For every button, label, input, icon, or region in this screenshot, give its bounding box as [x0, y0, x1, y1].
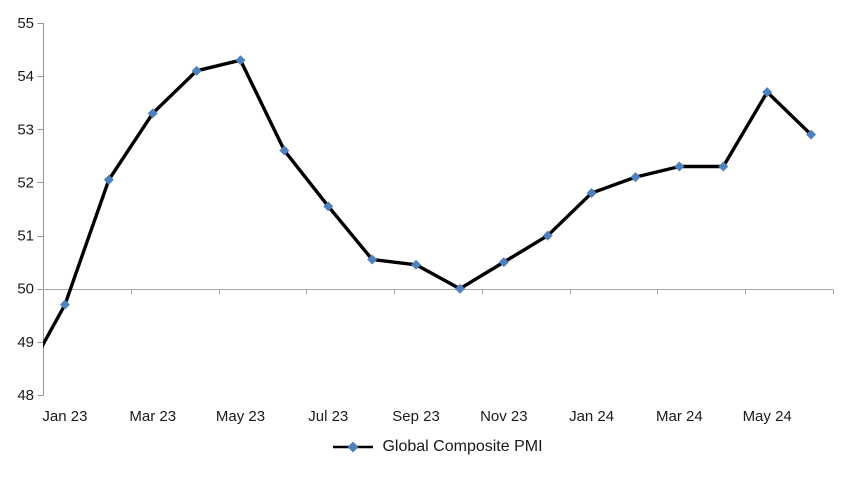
data-point-marker	[235, 55, 246, 66]
y-axis-tick-label: 55	[17, 15, 34, 32]
x-axis-tick-label: Mar 24	[656, 408, 703, 425]
x-axis-tick-label: May 24	[743, 408, 792, 425]
legend-diamond-marker-icon	[347, 441, 359, 453]
y-axis-tick-label: 52	[17, 174, 34, 191]
data-point-marker	[762, 87, 773, 98]
data-point-marker	[411, 259, 422, 270]
x-axis-tick-label: Sep 23	[392, 408, 440, 425]
legend-series-label: Global Composite PMI	[382, 438, 543, 455]
marker-group	[59, 55, 817, 310]
data-point-marker	[59, 299, 70, 310]
data-point-marker	[630, 172, 641, 183]
pmi-chart: 48 49 50 51 52 53 54 55 Jan 23 Mar 23 May 23 Jul 23…	[17, 15, 834, 455]
x-axis-tick-label: Jan 24	[569, 408, 614, 425]
data-point-marker	[147, 108, 158, 119]
x-axis-tick-label: Mar 23	[129, 408, 176, 425]
data-point-marker	[806, 129, 817, 140]
data-point-marker	[367, 254, 378, 265]
y-axis-tick-label: 50	[17, 281, 34, 298]
y-axis-tick-label: 51	[17, 228, 34, 245]
pmi-series-line	[43, 58, 813, 349]
x-axis-tick-label: Nov 23	[480, 408, 528, 425]
x-axis-tick-label: May 23	[216, 408, 265, 425]
data-point-marker	[542, 230, 553, 241]
data-point-marker	[191, 65, 202, 76]
data-point-marker	[454, 283, 465, 294]
chart-legend: Global Composite PMI	[43, 438, 833, 456]
data-point-marker	[674, 161, 685, 172]
legend-line-marker-icon	[333, 441, 374, 453]
line-chart-canvas: 48 49 50 51 52 53 54 55 Jan 23 Mar 23 May 23 Jul 23…	[17, 15, 834, 425]
data-point-marker	[279, 145, 290, 156]
data-point-marker	[586, 188, 597, 199]
data-point-marker	[718, 161, 729, 172]
y-axis-tick-label: 48	[17, 387, 34, 404]
data-point-marker	[103, 174, 114, 185]
y-axis-tick-label: 53	[17, 121, 34, 138]
data-point-marker	[323, 201, 334, 212]
x-axis-tick-label: Jul 23	[308, 408, 348, 425]
data-point-marker	[498, 257, 509, 268]
x-axis-tick-label: Jan 23	[42, 408, 87, 425]
y-axis-tick-label: 49	[17, 334, 34, 351]
y-axis-tick-label: 54	[17, 68, 34, 85]
